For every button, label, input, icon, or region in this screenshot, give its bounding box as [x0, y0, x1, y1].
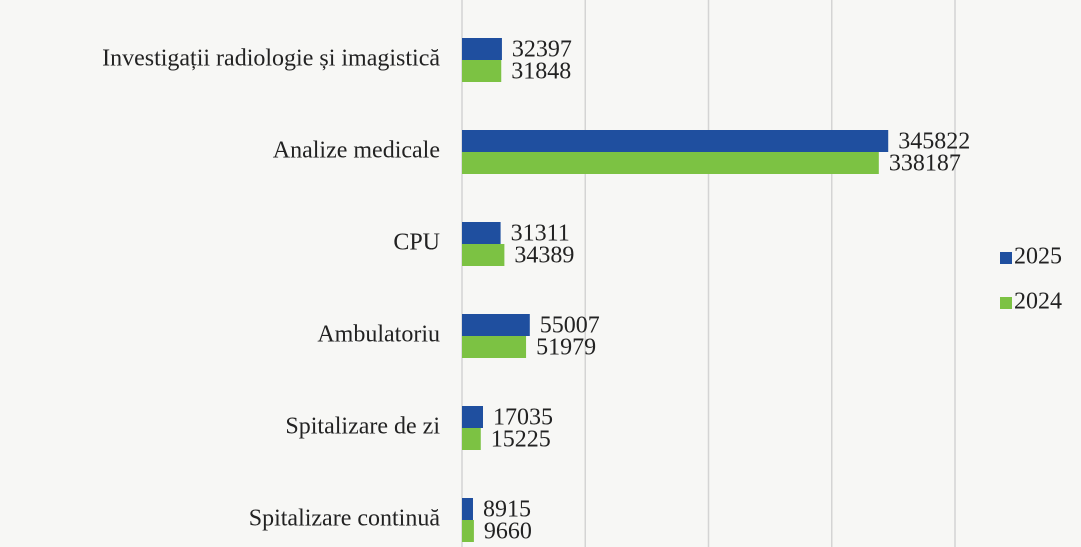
value-label: 338187: [889, 151, 961, 177]
legend-swatch: [1000, 252, 1012, 264]
category-label: Spitalizare continuă: [249, 506, 441, 532]
legend-label: 2024: [1014, 289, 1062, 315]
bar: [462, 314, 530, 336]
value-label: 31848: [511, 59, 571, 85]
value-label: 345822: [898, 129, 970, 155]
bar: [462, 520, 474, 542]
legend-label: 2025: [1014, 244, 1062, 270]
value-label: 15225: [491, 427, 551, 453]
value-label: 9660: [484, 519, 532, 545]
value-label: 51979: [536, 335, 596, 361]
bar: [462, 38, 502, 60]
bar: [462, 244, 505, 266]
bar: [462, 498, 473, 520]
category-label: Analize medicale: [273, 138, 440, 164]
value-label: 34389: [514, 243, 574, 269]
legend-swatch: [1000, 297, 1012, 309]
bar: [462, 406, 483, 428]
value-label: 8915: [483, 497, 531, 523]
value-label: 17035: [493, 405, 553, 431]
value-label: 31311: [511, 221, 570, 247]
value-label: 55007: [540, 313, 600, 339]
value-label: 32397: [512, 37, 572, 63]
bar: [462, 152, 879, 174]
category-label: Spitalizare de zi: [285, 414, 440, 440]
category-label: Ambulatoriu: [317, 322, 440, 348]
bar: [462, 130, 889, 152]
category-label: Investigații radiologie și imagistică: [102, 46, 440, 72]
bar: [462, 222, 501, 244]
bar: [462, 428, 481, 450]
bar: [462, 336, 527, 358]
category-label: CPU: [393, 230, 440, 256]
bar: [462, 60, 502, 82]
